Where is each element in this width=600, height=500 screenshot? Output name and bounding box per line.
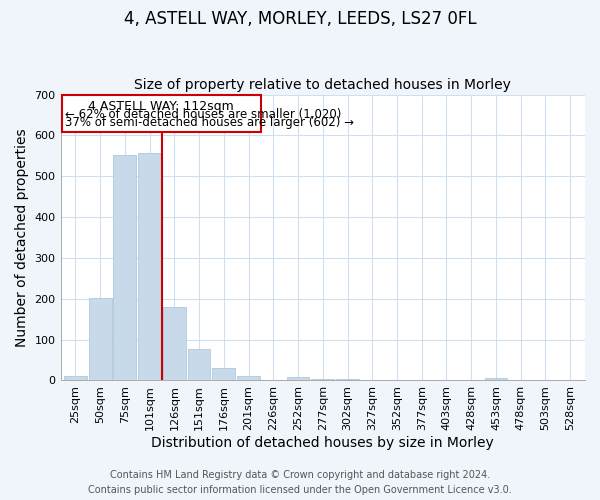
Text: ← 62% of detached houses are smaller (1,020): ← 62% of detached houses are smaller (1,… [65,108,342,121]
Bar [212,368,235,380]
Text: Contains HM Land Registry data © Crown copyright and database right 2024.
Contai: Contains HM Land Registry data © Crown c… [88,470,512,495]
Text: 4 ASTELL WAY: 112sqm: 4 ASTELL WAY: 112sqm [88,100,234,114]
Bar [138,153,161,380]
Bar [188,348,211,380]
Bar [163,308,186,380]
Title: Size of property relative to detached houses in Morley: Size of property relative to detached ho… [134,78,511,92]
Bar [485,378,508,380]
Y-axis label: Number of detached properties: Number of detached properties [15,128,29,347]
Bar [64,376,87,380]
Text: 4, ASTELL WAY, MORLEY, LEEDS, LS27 0FL: 4, ASTELL WAY, MORLEY, LEEDS, LS27 0FL [124,10,476,28]
Text: 37% of semi-detached houses are larger (602) →: 37% of semi-detached houses are larger (… [65,116,355,129]
Bar [237,376,260,380]
Bar [311,379,334,380]
FancyBboxPatch shape [62,94,261,132]
Bar [336,379,359,380]
X-axis label: Distribution of detached houses by size in Morley: Distribution of detached houses by size … [151,436,494,450]
Bar [287,377,310,380]
Bar [89,298,112,380]
Bar [113,156,136,380]
